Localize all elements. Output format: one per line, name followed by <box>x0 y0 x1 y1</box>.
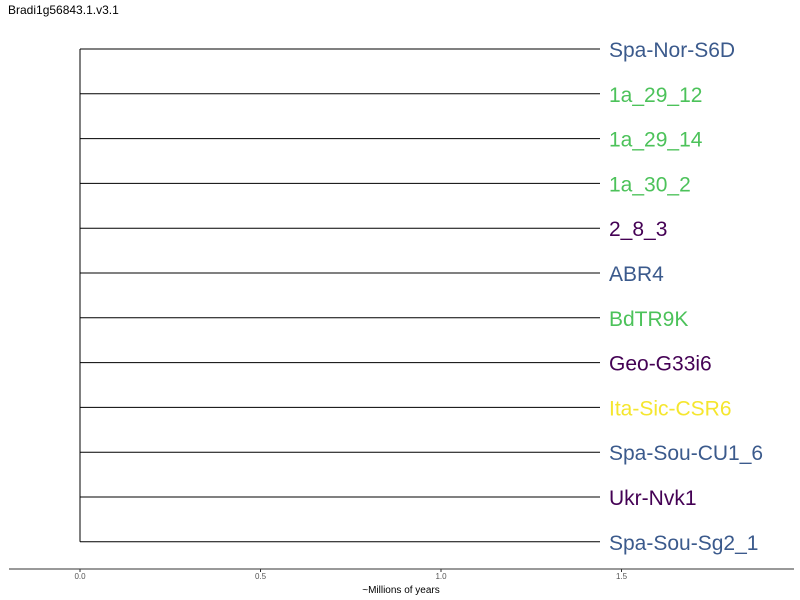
leaf-label: 1a_29_14 <box>609 129 703 152</box>
x-tick-label: 0.0 <box>74 572 86 581</box>
leaf-label: Ita-Sic-CSR6 <box>609 397 732 420</box>
leaf-label: 1a_29_12 <box>609 84 702 107</box>
x-axis-label: ~Millions of years <box>362 585 440 596</box>
leaf-label: Spa-Nor-S6D <box>609 39 735 62</box>
x-tick-label: 1.5 <box>616 572 628 581</box>
leaf-label: 2_8_3 <box>609 218 667 241</box>
x-axis-ticks: 0.0 0.5 1.0 1.5 <box>74 569 627 581</box>
leaf-label: Spa-Sou-Sg2_1 <box>609 532 758 555</box>
leaf-label: Geo-G33i6 <box>609 353 712 376</box>
leaf-labels: Spa-Nor-S6D 1a_29_12 1a_29_14 1a_30_2 2_8_3 A… <box>609 39 763 555</box>
leaf-label: BdTR9K <box>609 308 688 331</box>
leaf-label: ABR4 <box>609 263 664 286</box>
x-tick-label: 1.0 <box>435 572 447 581</box>
tree-branches <box>80 49 600 542</box>
x-tick-label: 0.5 <box>255 572 267 581</box>
leaf-label: Ukr-Nvk1 <box>609 487 697 510</box>
leaf-label: 1a_30_2 <box>609 173 691 196</box>
x-axis: 0.0 0.5 1.0 1.5 ~Millions of years <box>9 569 794 596</box>
leaf-label: Spa-Sou-CU1_6 <box>609 442 763 465</box>
